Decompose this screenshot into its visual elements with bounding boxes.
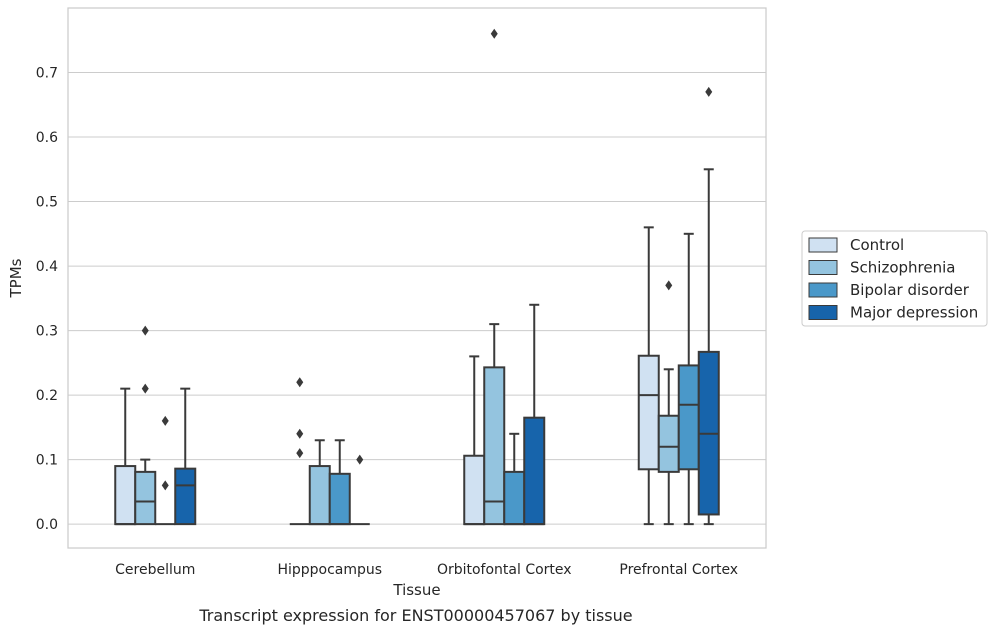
y-tick-label: 0.0 bbox=[36, 517, 58, 533]
outlier-point bbox=[161, 415, 169, 426]
legend-swatch bbox=[808, 282, 838, 298]
box-control-2 bbox=[463, 355, 486, 526]
y-tick-label: 0.4 bbox=[36, 259, 58, 275]
outlier-point bbox=[665, 280, 673, 291]
box-major-depression-1 bbox=[349, 454, 370, 526]
box-schizophrenia-1 bbox=[308, 439, 331, 526]
outlier-point bbox=[705, 86, 713, 97]
box-schizophrenia-2 bbox=[483, 28, 506, 526]
box-control-0 bbox=[114, 387, 137, 526]
legend-frame bbox=[801, 230, 988, 327]
x-tick-labels: Cerebellum Hipppocampus Orbitofontal Corte… bbox=[115, 562, 738, 578]
box-body bbox=[523, 416, 546, 526]
outlier-point bbox=[141, 325, 149, 336]
outlier-point bbox=[296, 428, 304, 439]
box-control-3 bbox=[637, 226, 660, 526]
box-body bbox=[134, 470, 157, 526]
box-body bbox=[174, 467, 197, 526]
outlier-point bbox=[490, 28, 498, 39]
outlier-point bbox=[296, 448, 304, 459]
box-body bbox=[114, 465, 137, 526]
x-tick-label: Cerebellum bbox=[115, 562, 195, 578]
outlier-point bbox=[296, 377, 304, 388]
box-body bbox=[483, 366, 506, 526]
box-major-depression-2 bbox=[523, 303, 546, 526]
box-control-1 bbox=[289, 377, 310, 526]
x-tick-label: Hipppocampus bbox=[277, 562, 382, 578]
box-body bbox=[637, 354, 660, 471]
legend: Control Schizophrenia Bipolar disorder Majo… bbox=[801, 230, 988, 327]
legend-label: Major depression bbox=[850, 304, 978, 322]
y-tick-labels: 0.0 0.1 0.2 0.3 0.4 0.5 0.6 0.7 bbox=[36, 66, 58, 534]
outlier-point bbox=[141, 383, 149, 394]
legend-label: Schizophrenia bbox=[850, 259, 955, 277]
y-tick-label: 0.3 bbox=[36, 324, 58, 340]
x-axis-label: Tissue bbox=[392, 581, 440, 599]
legend-swatch bbox=[808, 260, 838, 275]
box-bipolar-disorder-3 bbox=[677, 232, 700, 526]
figure-caption: Transcript expression for ENST0000045706… bbox=[199, 606, 633, 625]
y-tick-label: 0.1 bbox=[36, 453, 58, 469]
plot-frame bbox=[67, 7, 767, 549]
y-tick-label: 0.2 bbox=[36, 388, 58, 404]
x-tick-label: Prefrontal Cortex bbox=[619, 562, 738, 578]
legend-label: Control bbox=[850, 236, 904, 254]
boxes bbox=[114, 28, 720, 526]
box-bipolar-disorder-0 bbox=[155, 415, 176, 526]
legend-label: Bipolar disorder bbox=[850, 281, 970, 299]
x-tick-label: Orbitofontal Cortex bbox=[437, 562, 572, 578]
box-body bbox=[657, 414, 680, 473]
box-body bbox=[328, 472, 351, 526]
box-bipolar-disorder-2 bbox=[503, 432, 526, 526]
box-body bbox=[308, 465, 331, 526]
box-body bbox=[503, 470, 526, 526]
outlier-point bbox=[161, 480, 169, 491]
y-tick-label: 0.6 bbox=[36, 130, 58, 146]
y-tick-label: 0.7 bbox=[36, 66, 58, 82]
box-major-depression-0 bbox=[174, 387, 197, 526]
y-axis-label: TPMs bbox=[7, 258, 25, 298]
outlier-point bbox=[356, 454, 364, 465]
box-schizophrenia-0 bbox=[134, 325, 157, 526]
box-body bbox=[677, 364, 700, 471]
box-body bbox=[463, 454, 486, 526]
box-bipolar-disorder-1 bbox=[328, 439, 351, 526]
legend-swatch bbox=[808, 305, 838, 320]
box-schizophrenia-3 bbox=[657, 280, 680, 526]
box-major-depression-3 bbox=[697, 86, 720, 526]
y-tick-label: 0.5 bbox=[36, 195, 58, 211]
legend-swatch bbox=[808, 237, 838, 253]
